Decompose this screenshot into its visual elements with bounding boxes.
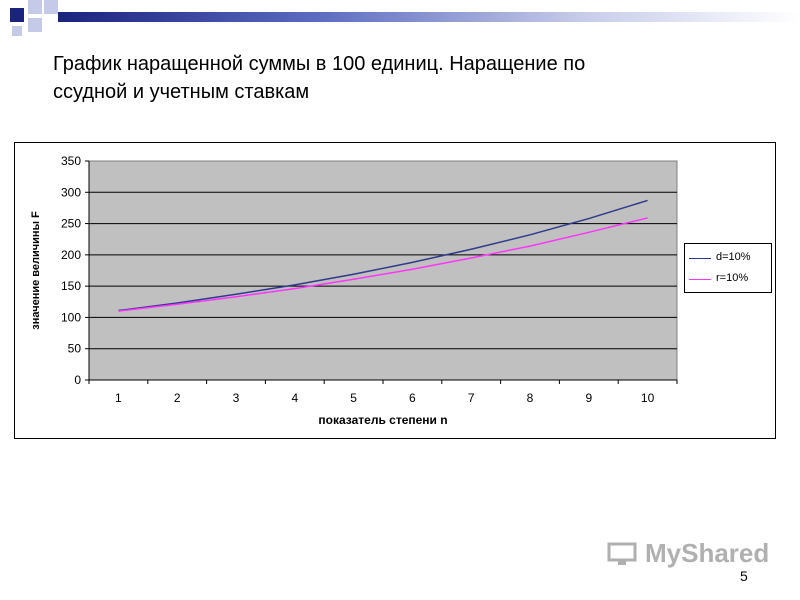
y-tick-label: 350 <box>61 154 81 168</box>
x-tick-label: 5 <box>350 391 357 405</box>
plot-area <box>88 160 678 381</box>
x-tick-label: 8 <box>527 391 534 405</box>
legend-label-d: d=10% <box>716 251 751 263</box>
y-tick-label: 250 <box>61 217 81 231</box>
chart-legend: d=10% r=10% <box>684 243 772 293</box>
deco-square <box>44 0 58 14</box>
legend-label-r: r=10% <box>716 272 749 284</box>
x-tick-label: 9 <box>585 391 592 405</box>
monitor-icon <box>607 542 637 565</box>
series-line-d <box>118 199 648 312</box>
deco-square <box>28 18 42 32</box>
y-tick-label: 0 <box>74 373 81 387</box>
y-tick-label: 150 <box>61 279 81 293</box>
watermark-text: MyShared <box>645 538 770 568</box>
x-tick-label: 3 <box>233 391 240 405</box>
x-tick-label: 6 <box>409 391 416 405</box>
x-tick-label: 10 <box>641 391 655 405</box>
deco-square <box>10 8 24 22</box>
header-gradient-bar <box>58 12 800 22</box>
x-axis-label: показатель степени n <box>318 413 447 427</box>
deco-square <box>28 0 42 14</box>
deco-square <box>12 26 22 36</box>
y-tick-label: 300 <box>61 185 81 199</box>
watermark-logo: MyShared <box>607 538 770 574</box>
line-chart: 0 50 100 150 200 250 300 350 1 2 3 4 5 6 7 8 9 10 показате… <box>30 154 678 427</box>
slide-title: График наращенной суммы в 100 единиц. На… <box>53 53 586 103</box>
series-line-r <box>118 217 648 312</box>
x-tick-label: 1 <box>115 391 122 405</box>
page-number: 5 <box>740 568 748 584</box>
y-tick-label: 200 <box>61 248 81 262</box>
x-tick-label: 7 <box>468 391 475 405</box>
y-tick-label: 100 <box>61 310 81 324</box>
y-tick-label: 50 <box>68 342 82 356</box>
x-tick-label: 2 <box>174 391 181 405</box>
x-tick-label: 4 <box>291 391 298 405</box>
legend-swatch-d <box>689 258 711 259</box>
y-axis-label: значение величины F <box>30 211 42 330</box>
legend-swatch-r <box>689 279 711 280</box>
